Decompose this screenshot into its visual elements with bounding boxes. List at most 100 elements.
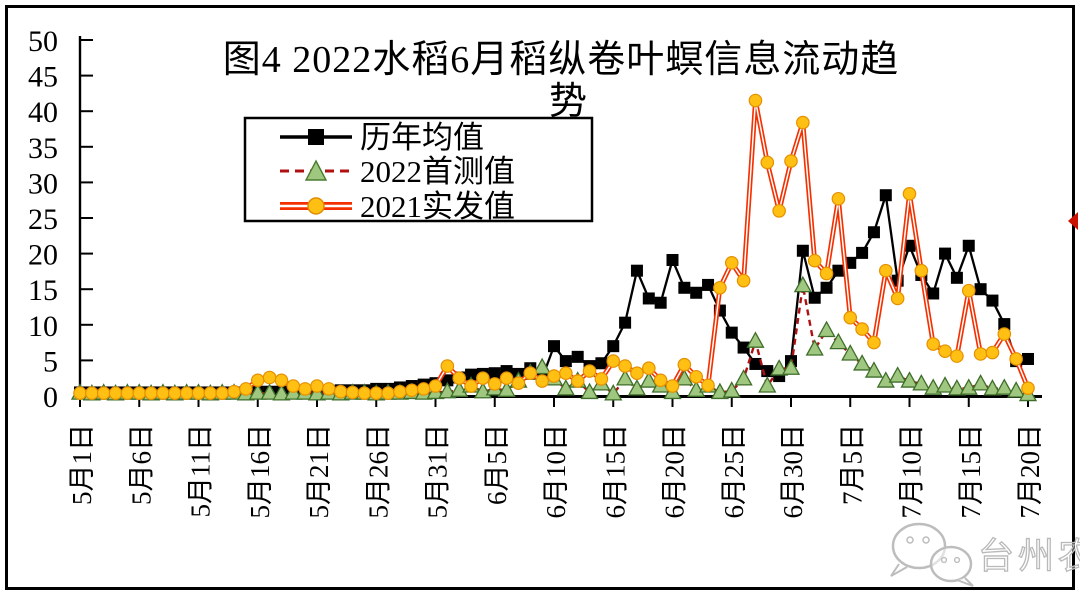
2021-actual-point [416,382,431,396]
2022-first-point [722,381,741,398]
2022-first-point [935,376,955,393]
2021-actual-point [393,384,407,399]
hist-avg-point [690,286,703,299]
hist-avg-point [1022,352,1034,365]
2021-actual-point [381,386,395,400]
hist-avg-line [80,194,1029,394]
2022-first-point [864,361,884,378]
y-tick-label: 20 [28,239,58,272]
hist-avg-point [607,340,620,353]
x-tick-label: 5月6日 [126,424,156,505]
image-border [5,5,1075,590]
2022-first-point [639,371,658,388]
2021-actual-point [274,373,289,388]
2021-actual-point [203,386,218,400]
2021-actual-point [641,361,656,376]
y-tick-label: 40 [28,96,58,129]
2021-actual-point [499,371,514,385]
hist-avg-point [571,350,584,363]
x-tick-label: 6月30日 [778,424,808,519]
hist-avg-point [867,226,880,239]
2021-actual-point [677,357,692,372]
2021-actual-point [191,386,206,400]
hist-avg-point [642,292,655,305]
yellow-circle-icon [307,197,325,215]
2021-actual-point [914,263,929,278]
hist-avg-point [879,189,892,202]
x-tick-label: 5月31日 [423,424,453,519]
y-tick-label: 5 [43,345,58,378]
hist-avg-point [986,294,999,307]
2021-actual-point [606,354,621,368]
x-tick-label: 6月25日 [719,424,749,519]
2021-actual-point [819,266,834,281]
2022-first-point [533,357,552,375]
2021-actual-point [345,385,360,400]
2021-actual-point [120,386,135,400]
hist-avg-point [832,264,845,277]
2021-actual-point [985,345,1000,360]
2021-actual-point [310,379,324,393]
2021-actual-point [487,377,502,391]
2022-first-point [580,382,599,400]
hist-avg-point [820,281,833,294]
wechat-bubbles-icon [890,522,974,587]
2021-actual-point [867,335,881,350]
2021-actual-point [653,373,668,388]
2021-actual-point [369,386,384,400]
2021-actual-point [807,253,822,268]
2021-actual-point [85,386,99,400]
2021-actual-point [286,379,301,393]
title-line-1: 图4 2022水稻6月稻纵卷叶螟信息流动趋 [223,39,900,81]
2021-actual-point [428,379,443,393]
2021-actual-point [452,371,466,385]
2022-first-point [912,374,931,391]
2021-actual-point [262,370,277,385]
legend-label-2021: 2021实发值 [360,189,515,224]
2021-actual-point [215,386,229,400]
watermark-text: 台州农资 [978,536,1080,576]
2022-first-point [817,320,836,338]
x-tick-label: 6月5日 [482,424,512,505]
2021-actual-point [227,384,241,399]
2022-first-point [438,381,457,399]
hist-avg-point [737,341,750,354]
series-2021-actual [73,93,1035,400]
2021-actual-point [1021,381,1035,395]
y-tick-label: 10 [28,310,58,343]
2021-actual-point [736,273,751,288]
2022-first-point [770,359,789,376]
2022-first-point [841,344,860,361]
chart-title: 图4 2022水稻6月稻纵卷叶螟信息流动趋 势 [223,39,900,123]
hist-avg-point [595,357,608,370]
2021-actual-point [476,371,490,385]
y-tick-label: 35 [28,132,58,165]
2021-actual-point [523,366,538,381]
hist-avg-point [950,271,963,284]
2022-first-point [604,384,623,401]
2022-first-point [746,331,765,348]
2022-first-point [793,275,812,293]
2022-first-point [248,383,267,400]
y-tick-label: 45 [28,61,58,94]
2021-actual-point [796,115,810,130]
2021-actual-point [724,256,739,270]
green-triangle-icon [304,159,328,181]
y-tick-label: 25 [28,203,58,236]
x-axis-ticks: 5月1日 5月6日 5月11日 5月16日 5月21日 5月26日 5月31日 6月5日 6月1… [67,396,1045,519]
2021-actual-point [239,382,253,396]
hist-avg-point [702,278,715,291]
2021-actual-point [665,379,680,393]
hist-avg-point [500,365,513,378]
x-tick-label: 5月21日 [304,424,334,519]
title-line-2: 势 [549,81,587,123]
x-tick-label: 5月11日 [186,424,216,518]
2022-first-point [852,354,872,371]
watermark: 台州农资 [890,522,1080,587]
data-series [70,93,1038,402]
hist-avg-point [548,340,560,353]
2021-actual-point [890,291,905,306]
